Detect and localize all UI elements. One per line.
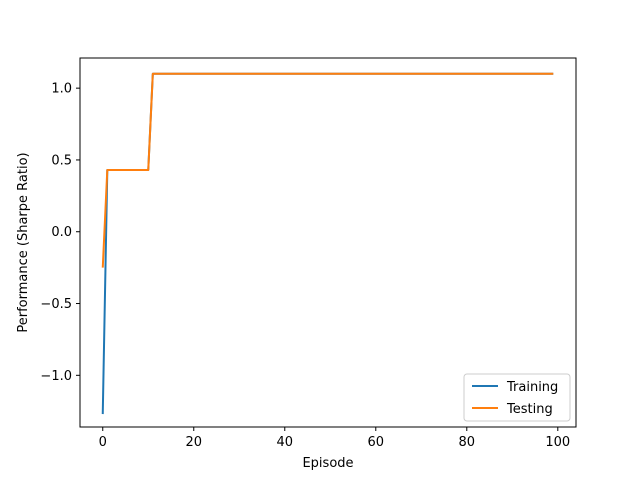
y-tick-label: 0.5 (51, 153, 72, 168)
y-axis-label: Performance (Sharpe Ratio) (16, 152, 31, 332)
x-tick-label: 20 (185, 435, 202, 450)
x-tick-label: 80 (459, 435, 476, 450)
legend: Training Testing (463, 373, 571, 422)
y-tick-label: 1.0 (51, 82, 72, 97)
y-tick-label: −0.5 (40, 297, 72, 312)
x-tick-label: 100 (545, 435, 570, 450)
series-layer (101, 72, 554, 415)
x-tick-label: 0 (99, 435, 107, 450)
x-axis-label: Episode (302, 456, 353, 471)
y-ticks: −1.0 −0.5 0.0 0.5 1.0 (40, 82, 80, 384)
x-ticks: 0 20 40 60 80 100 (99, 427, 570, 450)
legend-label-testing: Testing (506, 402, 553, 417)
x-tick-label: 60 (368, 435, 385, 450)
plot-frame (79, 57, 577, 428)
x-tick-label: 40 (276, 435, 293, 450)
legend-label-training: Training (506, 380, 558, 395)
y-tick-label: 0.0 (51, 225, 72, 240)
axes-layer (79, 57, 577, 428)
series-line-testing (101, 72, 554, 268)
y-tick-label: −1.0 (40, 369, 72, 384)
